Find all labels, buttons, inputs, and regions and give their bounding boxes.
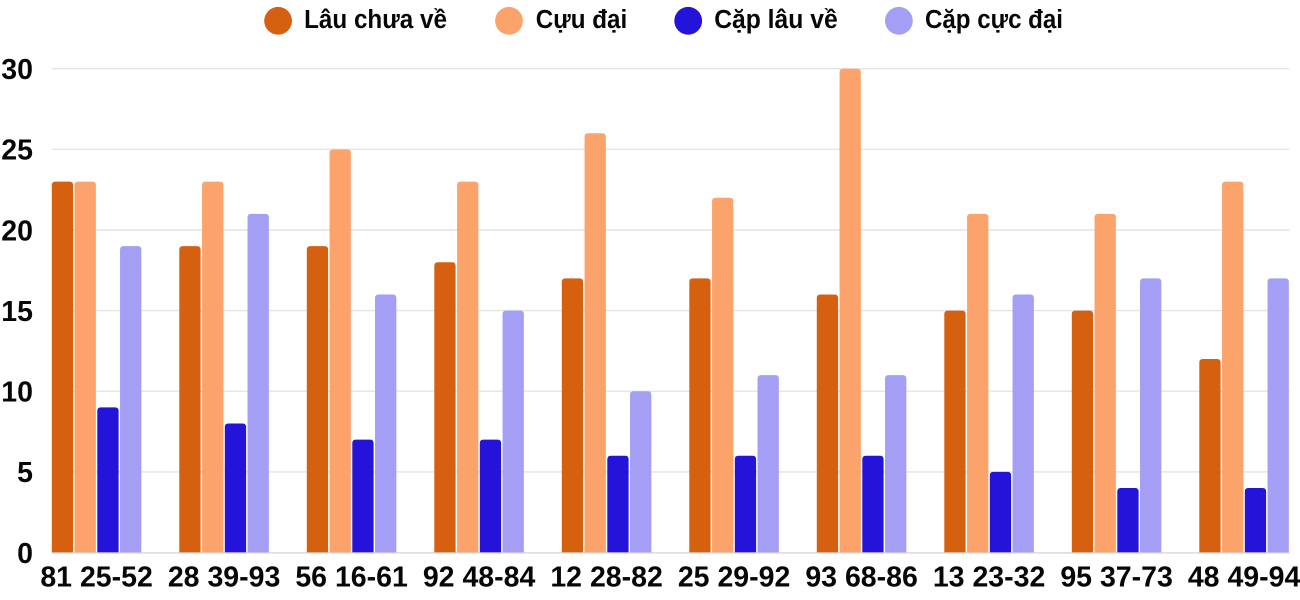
svg-text:10: 10 — [1, 377, 33, 409]
svg-text:25: 25 — [1, 135, 33, 167]
svg-text:92 48-84: 92 48-84 — [423, 562, 536, 594]
svg-text:Cặp cực đại: Cặp cực đại — [925, 6, 1063, 34]
svg-text:Lâu chưa về: Lâu chưa về — [304, 6, 447, 34]
svg-text:13 23-32: 13 23-32 — [933, 562, 1046, 594]
svg-text:56 16-61: 56 16-61 — [295, 562, 408, 594]
svg-text:12 28-82: 12 28-82 — [550, 562, 663, 594]
svg-text:28 39-93: 28 39-93 — [168, 562, 281, 594]
svg-text:5: 5 — [17, 457, 33, 489]
svg-text:48 49-94: 48 49-94 — [1188, 562, 1300, 594]
svg-text:0: 0 — [17, 538, 33, 570]
svg-text:81 25-52: 81 25-52 — [40, 562, 153, 594]
svg-text:30: 30 — [1, 54, 33, 86]
svg-text:95 37-73: 95 37-73 — [1060, 562, 1173, 594]
svg-text:20: 20 — [1, 215, 33, 247]
svg-text:15: 15 — [1, 296, 33, 328]
svg-text:25 29-92: 25 29-92 — [678, 562, 791, 594]
svg-text:Cặp lâu về: Cặp lâu về — [714, 6, 838, 34]
svg-text:Cựu đại: Cựu đại — [536, 6, 627, 34]
svg-text:93 68-86: 93 68-86 — [805, 562, 918, 594]
